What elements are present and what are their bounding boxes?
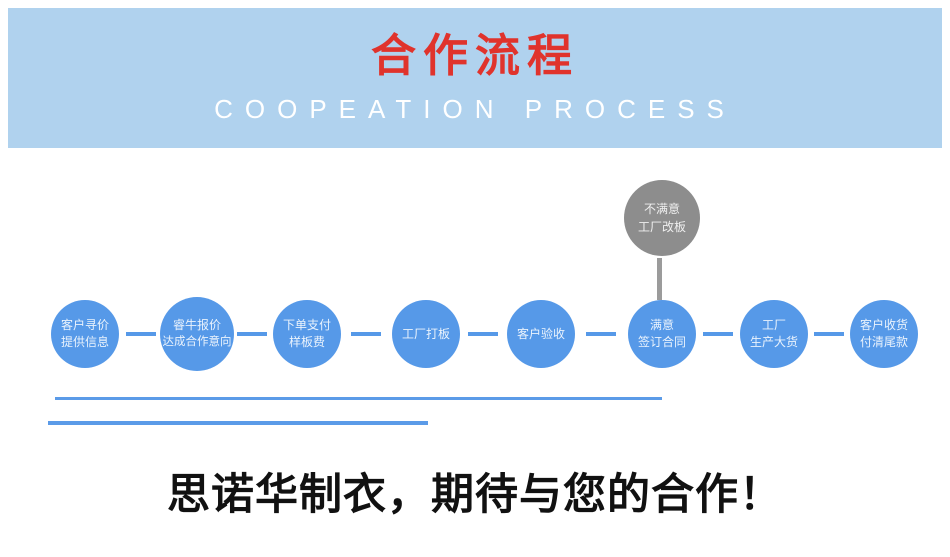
branch-connector-line bbox=[657, 258, 662, 300]
step-label-line: 客户寻价 bbox=[60, 318, 109, 332]
step-label-line: 生产大货 bbox=[749, 335, 798, 349]
page-subtitle: COOPEATION PROCESS bbox=[214, 94, 736, 124]
step-label-line: 达成合作意向 bbox=[162, 336, 232, 348]
underline-primary bbox=[55, 397, 662, 400]
step-connector bbox=[351, 332, 381, 336]
branch-node-line2: 工厂改板 bbox=[637, 220, 686, 234]
flow-step-8-receive-goods-pay-balance: 客户收货 付清尾款 bbox=[850, 300, 918, 368]
step-label-line: 工厂打板 bbox=[401, 326, 450, 341]
step-label-line: 满意 bbox=[649, 318, 674, 332]
step-connector bbox=[126, 332, 156, 336]
step-label-line: 付清尾款 bbox=[859, 335, 908, 349]
page-title: 合作流程 bbox=[370, 30, 579, 81]
step-label-line: 睿牛报价 bbox=[172, 318, 221, 332]
flow-step-1-customer-inquiry: 客户寻价 提供信息 bbox=[51, 300, 119, 368]
banner: 合作流程 COOPEATION PROCESS bbox=[8, 8, 942, 148]
footer-headline: 思诺华制衣，期待与您的合作！ bbox=[167, 472, 783, 519]
flow-step-5-customer-acceptance: 客户验收 bbox=[507, 300, 575, 368]
step-label-line: 签订合同 bbox=[637, 335, 686, 349]
step-connector bbox=[814, 332, 844, 336]
flow-step-3-order-sample-fee: 下单支付 样板费 bbox=[273, 300, 341, 368]
step-label-line: 客户收货 bbox=[859, 318, 908, 332]
flow-branch-node-unsatisfied: 不满意 工厂改板 bbox=[624, 180, 700, 256]
step-label-line: 客户验收 bbox=[516, 326, 565, 341]
step-connector bbox=[237, 332, 267, 336]
step-connector bbox=[468, 332, 498, 336]
flow-step-4-factory-sample: 工厂打板 bbox=[392, 300, 460, 368]
flow-step-7-factory-production: 工厂 生产大货 bbox=[740, 300, 808, 368]
step-label-line: 提供信息 bbox=[60, 335, 109, 349]
step-connector bbox=[703, 332, 733, 336]
step-label-line: 工厂 bbox=[761, 318, 786, 332]
underline-secondary bbox=[48, 421, 428, 425]
step-connector bbox=[586, 332, 616, 336]
flow-step-2-quote: 睿牛报价 达成合作意向 bbox=[160, 297, 234, 371]
step-label-line: 下单支付 bbox=[282, 318, 331, 332]
branch-node-line1: 不满意 bbox=[643, 202, 680, 216]
step-label-line: 样板费 bbox=[288, 335, 325, 349]
flow-step-6-satisfied-sign-contract: 满意 签订合同 bbox=[628, 300, 696, 368]
